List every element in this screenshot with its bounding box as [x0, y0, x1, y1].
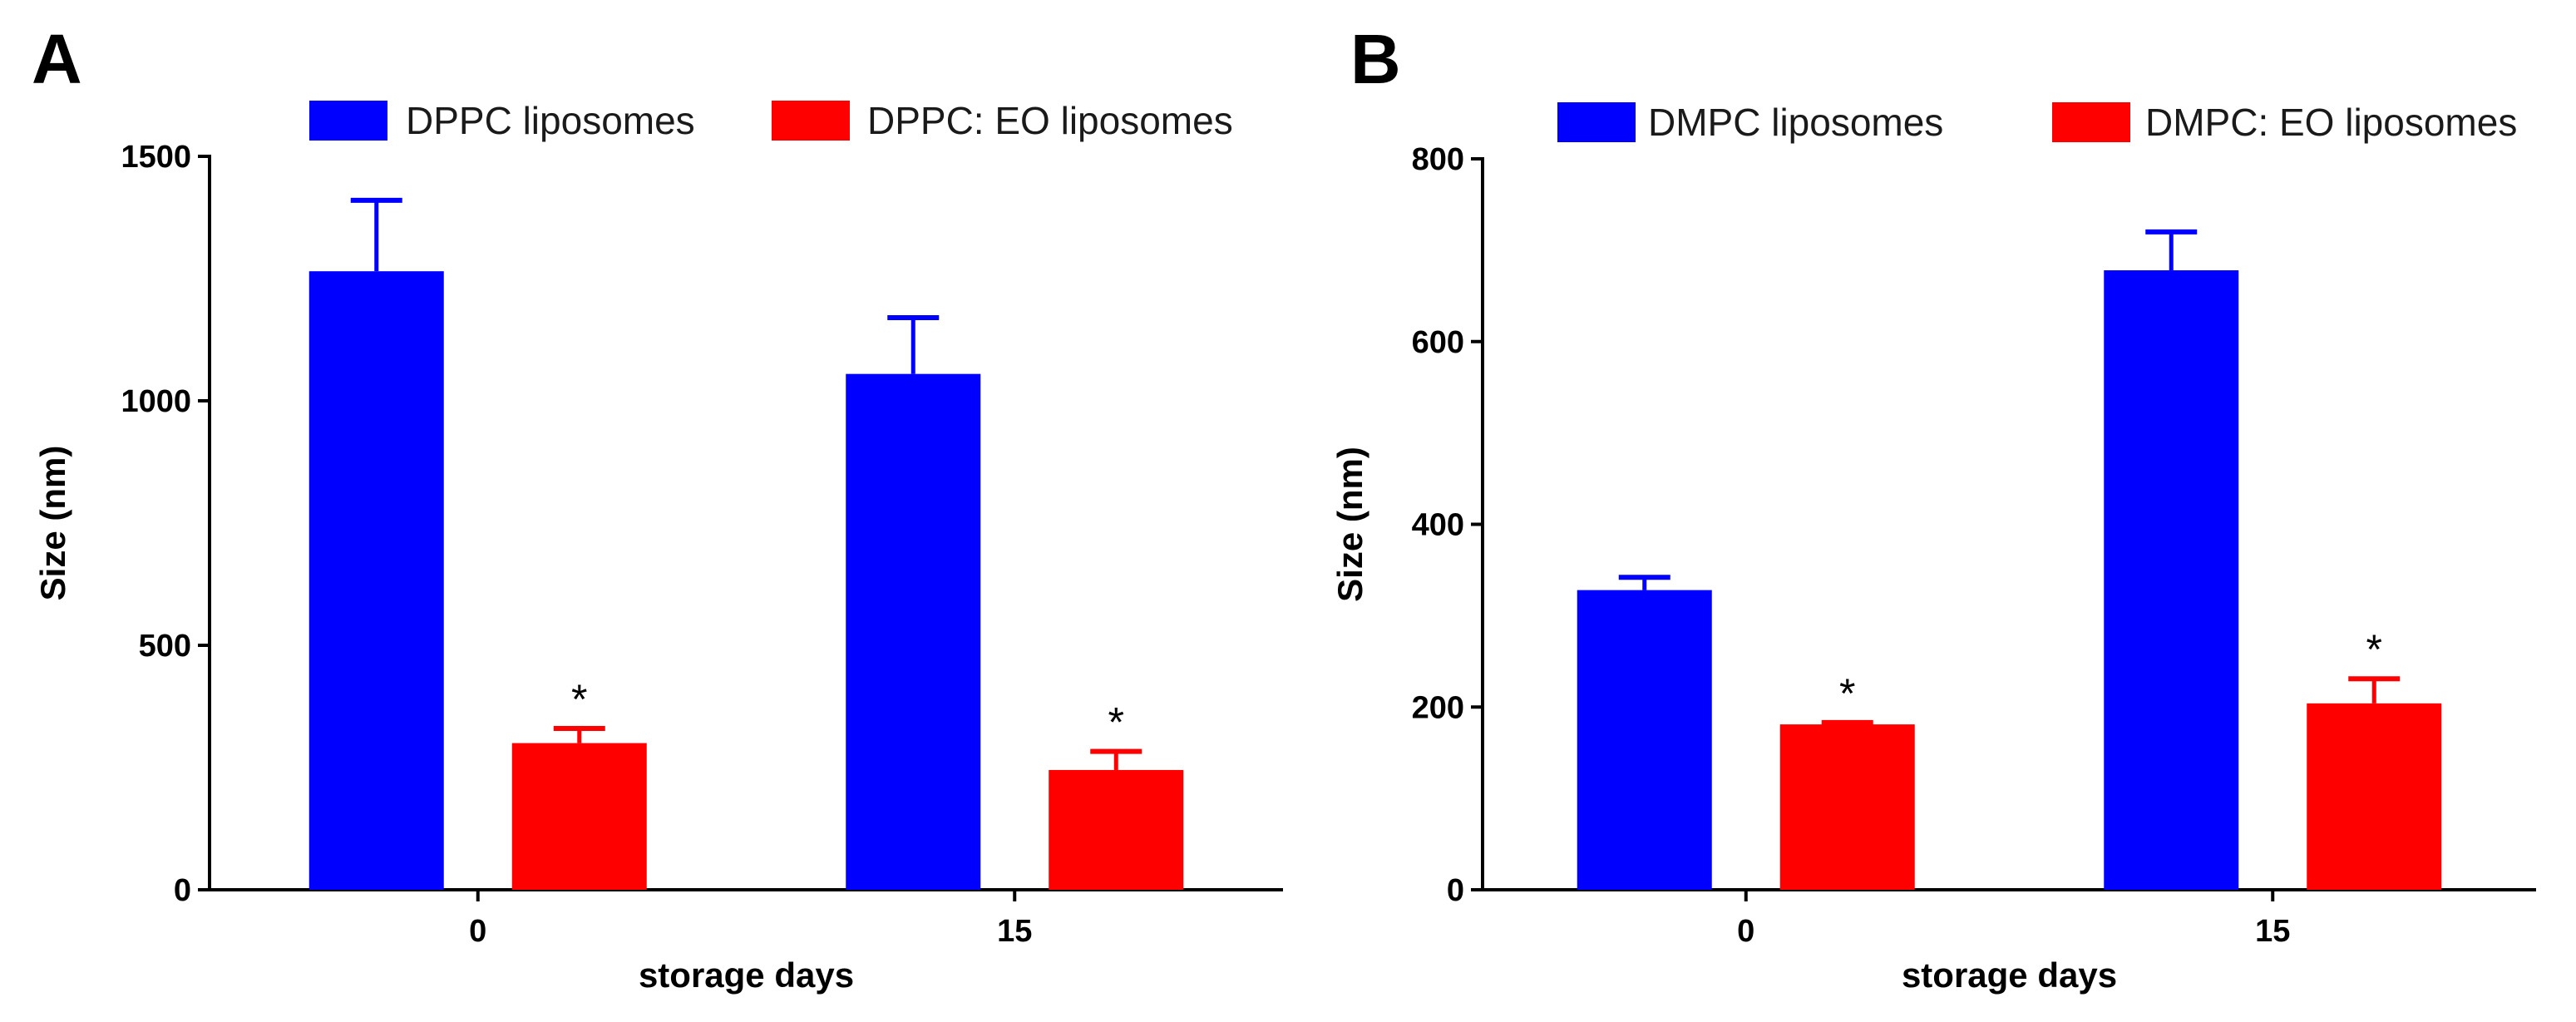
- y-tick-label: 400: [1412, 508, 1464, 543]
- x-tick-label: 15: [2255, 914, 2290, 949]
- x-tick-label: 15: [997, 914, 1032, 949]
- legend-swatch-1: [309, 101, 387, 141]
- bar-series-1-day-15: [846, 373, 981, 890]
- legend-label-1: DPPC liposomes: [406, 99, 695, 142]
- bar-series-1-day-15: [2104, 270, 2239, 890]
- bar-series-2-day-0: [1779, 724, 1915, 890]
- legend-swatch-2: [2052, 102, 2130, 142]
- y-tick-label: 600: [1412, 325, 1464, 360]
- y-tick-label: 500: [139, 629, 191, 664]
- legend-swatch-2: [772, 101, 850, 141]
- y-tick-label: 800: [1412, 142, 1464, 177]
- significance-marker: *: [2366, 626, 2382, 673]
- bar-series-2-day-15: [2307, 703, 2442, 890]
- significance-marker: *: [571, 676, 587, 723]
- bar-series-2-day-0: [511, 743, 647, 890]
- y-axis-title: Size (nm): [1330, 447, 1369, 602]
- x-tick-label: 0: [469, 914, 486, 949]
- significance-marker: *: [1108, 699, 1124, 746]
- y-tick-label: 0: [1447, 873, 1464, 908]
- x-axis-title: storage days: [639, 955, 854, 995]
- y-tick-label: 200: [1412, 690, 1464, 725]
- chart-panel-b: B DMPC liposomes DMPC: EO liposomes 0 200 400…: [1330, 20, 2536, 995]
- bar-series-1-day-0: [1577, 590, 1712, 890]
- legend-swatch-1: [1557, 102, 1636, 142]
- panel-letter: B: [1350, 20, 1401, 98]
- bar-series-2-day-15: [1049, 769, 1184, 890]
- bar-series-1-day-0: [308, 271, 444, 890]
- significance-marker: *: [1839, 670, 1855, 717]
- panel-letter: A: [32, 20, 82, 98]
- y-tick-label: 1500: [121, 140, 191, 175]
- y-tick-label: 0: [174, 873, 191, 908]
- legend-label-2: DMPC: EO liposomes: [2145, 101, 2517, 144]
- x-tick-label: 0: [1737, 914, 1754, 949]
- legend-label-2: DPPC: EO liposomes: [867, 99, 1233, 142]
- y-axis-title: Size (nm): [33, 446, 72, 601]
- x-axis-title: storage days: [1902, 955, 2117, 995]
- chart-panel-a: A DPPC liposomes DPPC: EO liposomes 0 500 100…: [32, 20, 1283, 995]
- y-tick-label: 1000: [121, 384, 191, 419]
- legend-label-1: DMPC liposomes: [1648, 101, 1943, 144]
